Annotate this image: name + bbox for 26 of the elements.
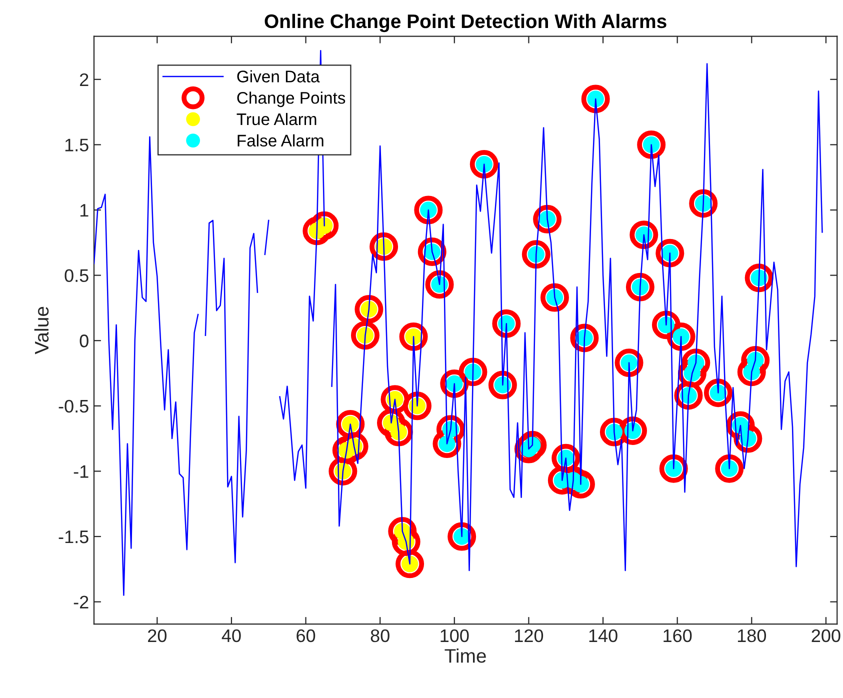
x-tick-label: 40: [222, 629, 241, 642]
legend-label: False Alarm: [238, 134, 324, 147]
x-tick-label: 120: [515, 629, 544, 642]
y-tick-label: 1: [80, 204, 88, 217]
y-tick-label: 2: [80, 73, 88, 86]
x-tick-label: 140: [589, 629, 618, 642]
x-tick-label: 60: [296, 629, 316, 642]
legend-label: Change Points: [237, 92, 346, 108]
legend-label: Given Data: [237, 70, 320, 82]
x-axis-title: Time: [444, 648, 486, 663]
chart-title: Online Change Point Detection With Alarms: [264, 14, 666, 32]
x-tick-label: 160: [664, 629, 692, 642]
x-tick-label: 80: [370, 629, 390, 642]
y-tick-label: -0.5: [58, 400, 88, 413]
y-tick-label: -1.5: [58, 530, 88, 544]
y-tick-label: 0.5: [64, 269, 88, 282]
y-tick-label: -1: [74, 465, 88, 478]
legend-label: True Alarm: [236, 112, 316, 126]
y-tick-label: 0: [80, 334, 88, 348]
x-tick-label: 180: [738, 629, 766, 642]
x-tick-label: 100: [440, 629, 469, 642]
y-axis-title: Value: [34, 306, 49, 354]
y-tick-label: 1.5: [65, 138, 88, 152]
x-tick-label: 200: [812, 629, 840, 642]
y-tick-label: -2: [74, 596, 88, 608]
x-tick-label: 20: [148, 629, 166, 642]
